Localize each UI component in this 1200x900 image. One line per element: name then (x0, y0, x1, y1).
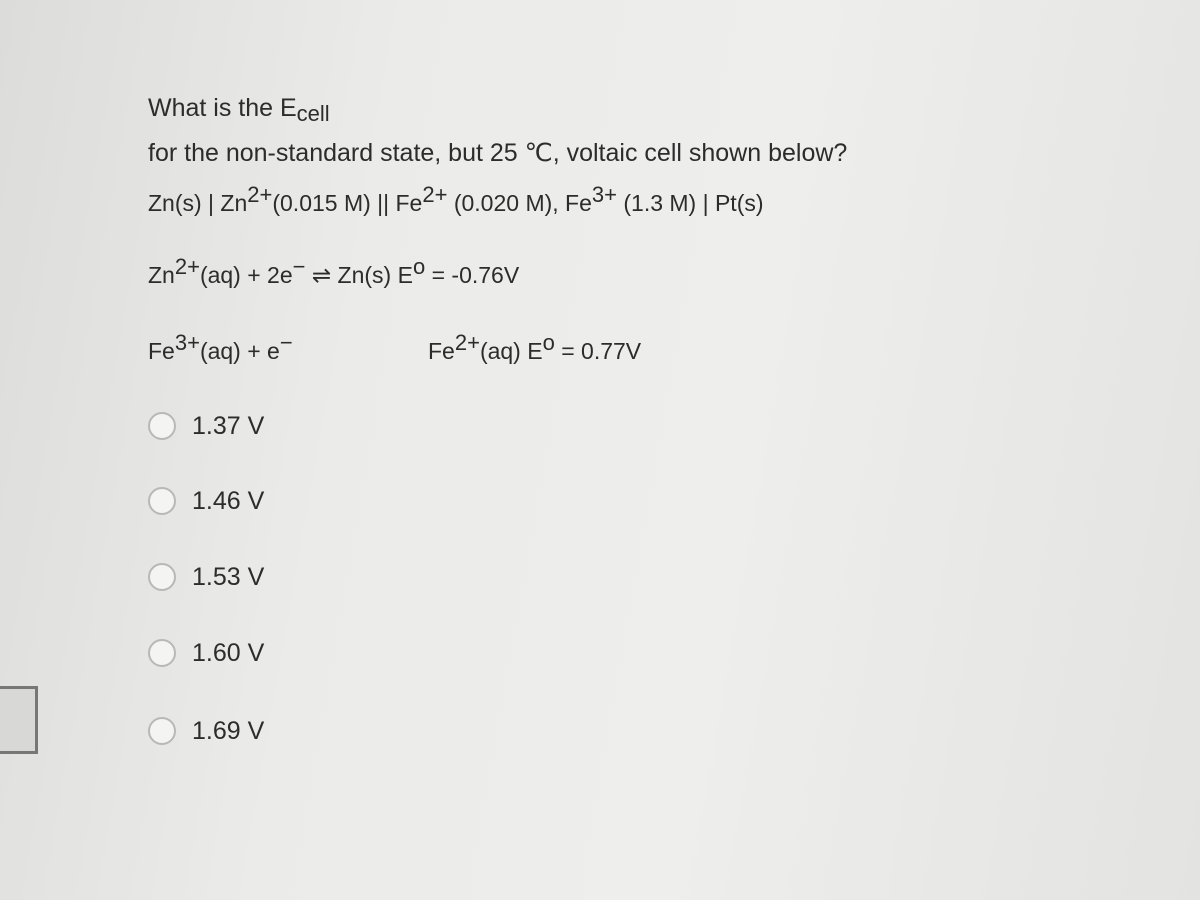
half-reaction: Fe3+(aq) + e− (148, 332, 293, 365)
text: ⇌ Zn(s) E (305, 262, 413, 288)
superscript: 2+ (247, 182, 273, 207)
superscript: 2+ (422, 182, 448, 207)
superscript: o (542, 330, 555, 355)
cell-notation: Zn(s) | Zn2+(0.015 M) || Fe2+ (0.020 M),… (148, 184, 764, 217)
text: = -0.76V (425, 262, 520, 288)
superscript: 3+ (591, 182, 617, 207)
text: (0.020 M), Fe (447, 190, 592, 216)
text: Fe (148, 338, 175, 364)
text: (0.015 M) || Fe (272, 190, 423, 216)
option-label[interactable]: 1.37 V (192, 411, 265, 440)
option-label[interactable]: 1.53 V (192, 562, 265, 591)
superscript: 2+ (454, 330, 480, 355)
superscript: − (292, 254, 306, 279)
option[interactable]: 1.37 V (148, 406, 264, 446)
half-reaction: Fe2+(aq) Eo = 0.77V (428, 332, 642, 365)
half-reaction: Zn2+(aq) + 2e− ⇌ Zn(s) Eo = -0.76V (148, 256, 520, 289)
option-label[interactable]: 1.69 V (192, 716, 265, 745)
option[interactable]: 1.53 V (148, 557, 264, 597)
text: (aq) + 2e (199, 262, 293, 288)
radio-button[interactable] (148, 412, 176, 440)
radio-button[interactable] (148, 563, 176, 591)
question-line: for the non-standard state, but 25 ℃, vo… (148, 139, 848, 167)
text: = 0.77V (554, 338, 642, 364)
option-label[interactable]: 1.46 V (192, 486, 265, 515)
option[interactable]: 1.46 V (148, 481, 264, 521)
superscript: o (412, 254, 426, 279)
superscript: − (279, 330, 293, 355)
text: Fe (428, 338, 455, 364)
superscript: 3+ (174, 330, 200, 355)
text: Zn(s) | Zn (148, 190, 248, 216)
question-line: What is the Ecell (148, 94, 330, 126)
radio-button[interactable] (148, 717, 176, 745)
option[interactable]: 1.60 V (148, 633, 264, 673)
radio-button[interactable] (148, 639, 176, 667)
option-label[interactable]: 1.60 V (192, 638, 265, 667)
text: (aq) + e (199, 338, 280, 364)
text: Zn (148, 262, 175, 288)
prompt: What is the E (148, 94, 297, 122)
radio-button[interactable] (148, 487, 176, 515)
option[interactable]: 1.69 V (148, 711, 264, 751)
text: (1.3 M) | Pt(s) (616, 190, 764, 216)
superscript: 2+ (174, 254, 200, 279)
text: (aq) E (479, 338, 543, 364)
edge-box (0, 686, 38, 754)
subscript: cell (296, 101, 330, 126)
